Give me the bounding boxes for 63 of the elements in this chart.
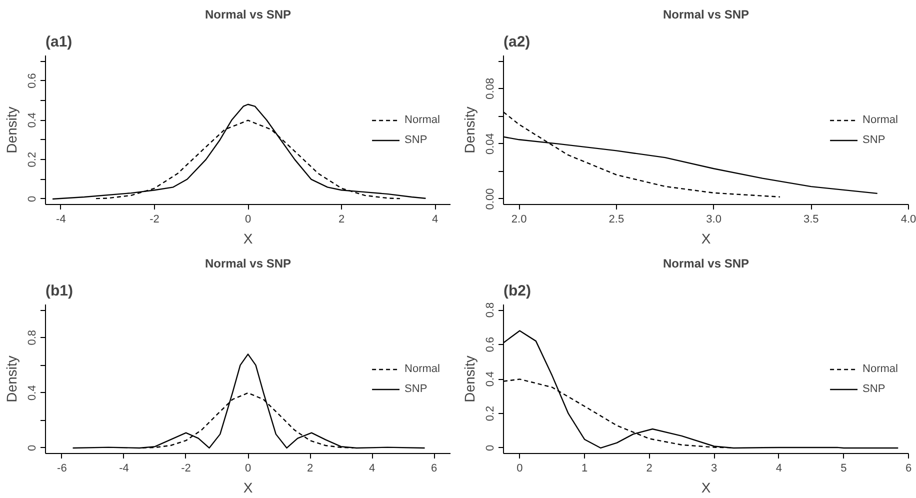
legend-label: Normal <box>862 114 898 126</box>
legend-label: SNP <box>862 134 886 146</box>
x-tick-label: 0 <box>244 214 252 226</box>
chart-title: Normal vs SNP <box>662 256 750 270</box>
x-tick-label: 2 <box>338 214 345 226</box>
chart-title: Normal vs SNP <box>204 8 292 22</box>
x-tick-label: 4 <box>432 214 438 226</box>
chart-title: Normal vs SNP <box>662 8 750 22</box>
legend-label: SNP <box>404 382 428 394</box>
y-tick-label: 0.08 <box>484 78 496 100</box>
chart-title: Normal vs SNP <box>204 256 292 270</box>
y-tick-label: 0.8 <box>484 302 496 318</box>
x-tick-label: 6 <box>431 462 438 474</box>
text: (b1) <box>46 282 73 300</box>
text: (a1) <box>46 34 72 50</box>
y-tick-label: 0 <box>26 444 38 452</box>
x-tick-label: -2 <box>181 462 191 474</box>
x-tick-label: 3.0 <box>706 214 722 226</box>
y-tick-label: 0.6 <box>26 73 38 88</box>
x-tick-label: 4 <box>368 462 376 474</box>
legend-label: SNP <box>862 382 886 394</box>
legend-label: Normal <box>404 362 440 374</box>
x-tick-label: 6 <box>905 462 912 474</box>
y-tick-label: 0.4 <box>26 385 38 400</box>
x-tick-label: 3 <box>711 462 718 474</box>
x-tick-label: 5 <box>840 462 847 474</box>
text: (a2) <box>504 34 530 50</box>
y-tick-label: 0.00 <box>484 188 496 210</box>
y-axis-title: Density <box>462 106 478 154</box>
x-axis-title: X <box>243 480 254 496</box>
x-tick-label: -2 <box>150 214 160 226</box>
y-tick-label: 0.04 <box>484 133 496 154</box>
x-tick-label: 0 <box>244 462 252 474</box>
y-tick-label: 0.8 <box>26 330 38 346</box>
x-tick-label: 2 <box>646 462 652 474</box>
x-axis-title: X <box>701 230 712 246</box>
x-tick-label: 3.5 <box>804 214 819 226</box>
y-tick-label: 0.4 <box>484 371 496 387</box>
legend-label: Normal <box>404 114 440 126</box>
x-tick-label: 2.5 <box>608 214 624 226</box>
x-axis-title: X <box>701 480 712 496</box>
y-axis-title: Density <box>462 356 478 402</box>
y-tick-label: 0 <box>484 444 496 452</box>
x-tick-label: 4.0 <box>900 214 916 226</box>
legend-label: Normal <box>862 362 898 374</box>
y-tick-label: 0.2 <box>484 406 496 422</box>
x-tick-label: -6 <box>57 462 67 474</box>
text: (b2) <box>504 282 531 300</box>
y-tick-label: 0 <box>26 196 38 202</box>
y-tick-label: 0.4 <box>26 112 38 128</box>
y-axis-title: Density <box>4 356 20 402</box>
y-tick-label: 0.2 <box>26 152 38 168</box>
x-tick-label: 2.0 <box>511 214 527 226</box>
y-tick-label: 0.6 <box>484 336 496 352</box>
x-tick-label: 1 <box>581 462 588 474</box>
legend-label: SNP <box>404 134 428 146</box>
x-tick-label: 4 <box>776 462 782 474</box>
y-axis-title: Density <box>4 106 20 154</box>
x-tick-label: 2 <box>306 462 314 474</box>
x-tick-label: -4 <box>56 214 66 226</box>
x-tick-label: 0 <box>516 462 523 474</box>
x-axis-title: X <box>243 230 254 246</box>
x-tick-label: -4 <box>119 462 129 474</box>
